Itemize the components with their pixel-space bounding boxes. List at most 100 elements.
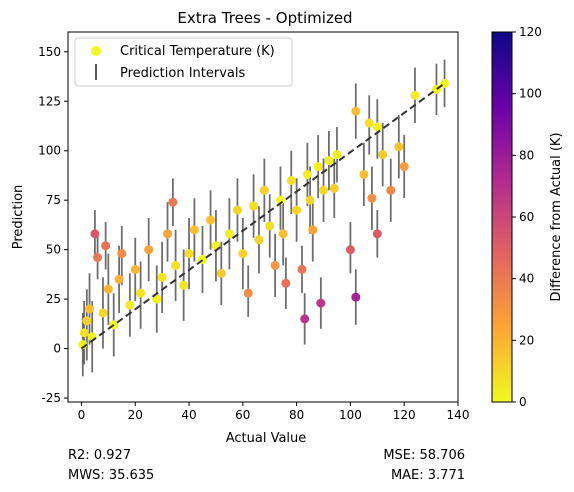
data-point xyxy=(300,314,310,324)
data-point xyxy=(179,280,189,290)
data-point xyxy=(372,229,382,239)
data-point xyxy=(232,205,242,215)
colorbar xyxy=(491,31,513,403)
data-point xyxy=(130,264,140,274)
data-point xyxy=(386,185,396,195)
data-point xyxy=(410,90,420,100)
colorbar-tick-label: 0 xyxy=(519,395,527,409)
data-point xyxy=(259,185,269,195)
data-point xyxy=(171,260,181,270)
data-point xyxy=(372,122,382,132)
x-tick-label: 40 xyxy=(181,408,196,422)
colorbar-label: Difference from Actual (K) xyxy=(549,132,564,301)
data-point xyxy=(286,175,296,185)
data-point xyxy=(163,229,173,239)
data-point xyxy=(101,241,111,251)
data-point xyxy=(243,288,253,298)
x-tick-label: 120 xyxy=(393,408,416,422)
legend-marker-critical-temperature xyxy=(91,46,101,56)
data-point xyxy=(399,162,409,172)
data-point xyxy=(359,169,369,179)
data-point xyxy=(351,292,361,302)
legend-box xyxy=(74,37,293,87)
data-point xyxy=(351,106,361,116)
metric-mae: MAE: 3.771 xyxy=(390,468,465,483)
data-point xyxy=(184,249,194,259)
data-point xyxy=(254,235,264,245)
colorbar-tick-label: 60 xyxy=(519,210,534,224)
legend-label-prediction-intervals: Prediction Intervals xyxy=(120,66,245,81)
y-tick-label: 75 xyxy=(46,193,61,207)
chart-figure: Extra Trees - Optimized 0 20 40 60 80 100 120 1… xyxy=(11,9,564,446)
data-point xyxy=(332,150,342,160)
x-axis: 0 20 40 60 80 100 120 140 xyxy=(78,402,470,422)
data-point xyxy=(85,304,95,314)
data-point xyxy=(378,150,388,160)
data-point xyxy=(125,300,135,310)
y-tick-label: 125 xyxy=(38,94,61,108)
y-axis: -25 0 25 50 75 100 125 150 xyxy=(38,45,68,405)
x-axis-label: Actual Value xyxy=(226,431,307,446)
y-tick-label: 150 xyxy=(38,45,61,59)
metric-mws: MWS: 35.635 xyxy=(68,468,155,483)
y-tick-label: 0 xyxy=(53,342,61,356)
data-point xyxy=(367,193,377,203)
reference-diagonal-line xyxy=(80,82,446,350)
x-tick-label: 100 xyxy=(339,408,362,422)
data-point xyxy=(117,249,127,259)
data-point xyxy=(308,225,318,235)
metric-r2: R2: 0.927 xyxy=(68,448,132,463)
data-point xyxy=(265,221,275,231)
colorbar-tick-label: 20 xyxy=(519,333,534,347)
data-point xyxy=(114,274,124,284)
data-point xyxy=(270,260,280,270)
data-point xyxy=(79,328,89,338)
metric-mse: MSE: 58.706 xyxy=(383,448,465,463)
x-tick-label: 60 xyxy=(235,408,250,422)
plot-area-frame xyxy=(67,31,459,403)
data-point xyxy=(136,288,146,298)
data-point xyxy=(313,162,323,172)
legend: Critical Temperature (K) Prediction Inte… xyxy=(74,37,293,87)
data-point xyxy=(249,201,259,211)
data-point xyxy=(216,268,226,278)
data-point xyxy=(90,229,100,239)
data-point xyxy=(224,229,234,239)
data-point xyxy=(152,294,162,304)
data-point xyxy=(168,197,178,207)
data-point xyxy=(206,215,216,225)
y-tick-label: 25 xyxy=(46,292,61,306)
data-point xyxy=(297,264,307,274)
data-point xyxy=(292,205,302,215)
data-point xyxy=(364,118,374,128)
error-bars xyxy=(81,59,446,377)
data-point xyxy=(305,195,315,205)
data-point xyxy=(82,316,92,326)
x-tick-label: 140 xyxy=(447,408,470,422)
data-point xyxy=(329,183,339,193)
legend-label-critical-temperature: Critical Temperature (K) xyxy=(120,44,275,59)
data-point xyxy=(238,249,248,259)
y-tick-label: 100 xyxy=(38,144,61,158)
data-point xyxy=(394,142,404,152)
chart-title: Extra Trees - Optimized xyxy=(177,9,352,27)
x-tick-label: 0 xyxy=(78,408,86,422)
data-point xyxy=(281,278,291,288)
colorbar-tick-label: 120 xyxy=(519,25,542,39)
y-axis-label: Prediction xyxy=(11,185,26,250)
data-point xyxy=(103,284,113,294)
data-point xyxy=(157,272,167,282)
data-point xyxy=(93,253,103,263)
x-tick-label: 20 xyxy=(128,408,143,422)
y-tick-label: -25 xyxy=(41,391,61,405)
colorbar-tick-label: 40 xyxy=(519,272,534,286)
data-point xyxy=(278,229,288,239)
data-point xyxy=(98,308,108,318)
data-point xyxy=(345,245,355,255)
data-point xyxy=(144,245,154,255)
x-tick-label: 80 xyxy=(289,408,304,422)
colorbar-axis: 0 20 40 60 80 100 120 xyxy=(512,25,542,409)
y-tick-label: 50 xyxy=(46,243,61,257)
data-point xyxy=(189,225,199,235)
data-points xyxy=(78,78,450,350)
